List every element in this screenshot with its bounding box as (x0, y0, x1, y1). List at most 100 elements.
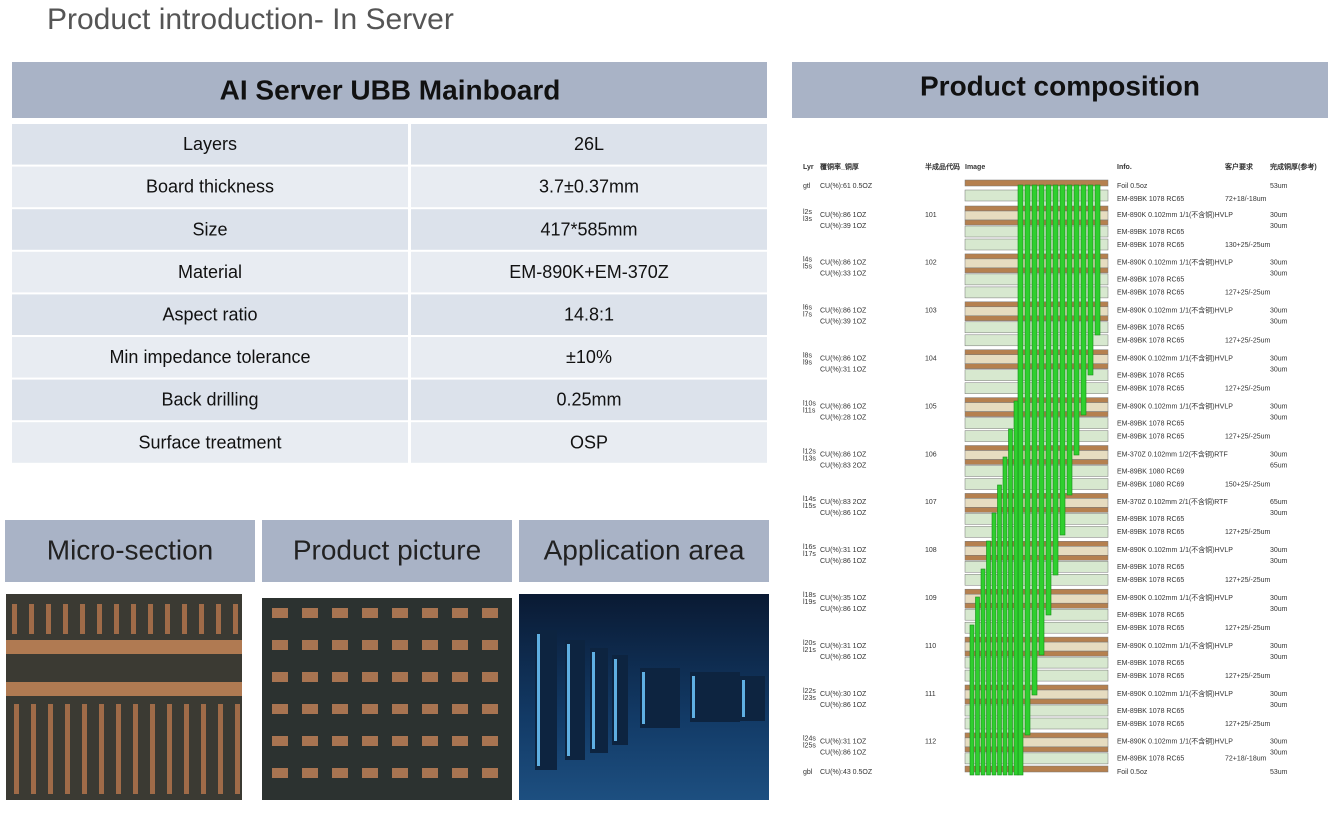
layer-name: gbl (803, 769, 813, 776)
thickness: 30um (1270, 271, 1288, 278)
layer-name: l3s (803, 216, 812, 223)
via (986, 540, 991, 776)
spec-name: Layers (183, 134, 237, 154)
material: EM-89BK 1078 RC65 (1117, 373, 1184, 380)
via (1031, 184, 1038, 696)
layer-name: l11s (803, 407, 816, 414)
panel-label: Micro-section (47, 534, 213, 565)
spec-name: Material (178, 262, 242, 282)
material: EM-890K 0.102mm 1/1(不含铜)HVLP (1117, 593, 1233, 602)
table-cell (411, 294, 767, 335)
pcb-pad (332, 704, 348, 714)
stack-layer (964, 752, 1109, 765)
thickness: 30um (1270, 558, 1288, 565)
copper: CU(%):31 1OZ (820, 739, 867, 746)
via (975, 596, 980, 776)
layer-name: l24s (803, 736, 816, 743)
core-code: 101 (925, 212, 937, 219)
thickness: 30um (1270, 223, 1288, 230)
material: EM-890K 0.102mm 1/1(不含铜)HVLP (1117, 641, 1233, 650)
pcb-pad (302, 608, 318, 618)
table-cell (411, 337, 767, 378)
layer-name: l18s (803, 592, 816, 599)
pcb-pad (302, 672, 318, 682)
table-cell (12, 124, 408, 165)
pcb-pad (272, 704, 288, 714)
thickness: 30um (1270, 260, 1288, 267)
via (1052, 184, 1059, 576)
thickness: 30um (1270, 212, 1288, 219)
spec-value: EM-890K+EM-370Z (509, 262, 669, 282)
pcb-pad (482, 704, 498, 714)
material: EM-89BK 1078 RC65 (1117, 277, 1184, 284)
via (991, 512, 997, 776)
thickness: 30um (1270, 606, 1288, 613)
copper: CU(%):86 1OZ (820, 212, 867, 219)
composition-title: Product composition (920, 70, 1200, 101)
thickness: 30um (1270, 654, 1288, 661)
copper-trace (167, 704, 172, 794)
layer-name: l19s (803, 599, 816, 606)
requirement: 72+18/-18um (1225, 196, 1267, 203)
requirement: 127+25/-25um (1225, 721, 1271, 728)
table-cell (411, 209, 767, 250)
column-header: 覆铜率_铜厚 (820, 162, 859, 171)
pcb-pad (332, 768, 348, 778)
copper: CU(%):86 1OZ (820, 403, 867, 410)
material: EM-890K 0.102mm 1/1(不含铜)HVLP (1117, 401, 1233, 410)
pcb-pad (272, 672, 288, 682)
material: EM-89BK 1078 RC65 (1117, 338, 1184, 345)
pcb-pad (362, 736, 378, 746)
pcb-pad (392, 704, 408, 714)
pcb-pad (332, 640, 348, 650)
pcb-pad (332, 736, 348, 746)
layer-name: l25s (803, 743, 816, 750)
pcb-pad (482, 672, 498, 682)
thickness: 65um (1270, 499, 1288, 506)
thickness: 30um (1270, 319, 1288, 326)
core-code: 102 (925, 260, 937, 267)
pcb-pad (452, 640, 468, 650)
copper: CU(%):39 1OZ (820, 223, 867, 230)
via (1017, 184, 1024, 776)
copper: CU(%):61 0.5OZ (820, 183, 873, 190)
rack-light (537, 634, 540, 766)
pcb-pad (362, 768, 378, 778)
pcb-pad (482, 736, 498, 746)
table-cell (12, 337, 408, 378)
copper-trace (218, 704, 223, 794)
copper-trace (29, 604, 34, 634)
core-code: 105 (925, 403, 937, 410)
thickness: 30um (1270, 595, 1288, 602)
server-rack (535, 630, 557, 770)
copper: CU(%):30 1OZ (820, 691, 867, 698)
copper: CU(%):83 2OZ (820, 499, 867, 506)
table-cell (12, 251, 408, 293)
material: EM-89BK 1078 RC65 (1117, 290, 1184, 297)
pcb-pad (482, 608, 498, 618)
copper: CU(%):86 1OZ (820, 451, 867, 458)
requirement: 127+25/-25um (1225, 577, 1271, 584)
material: EM-89BK 1078 RC65 (1117, 673, 1184, 680)
material: EM-89BK 1078 RC65 (1117, 420, 1184, 427)
copper: CU(%):83 2OZ (820, 462, 867, 469)
copper-trace (65, 704, 70, 794)
copper-trace (165, 604, 170, 634)
composition-header-bg (792, 62, 1328, 118)
copper: CU(%):28 1OZ (820, 414, 867, 421)
copper-trace (131, 604, 136, 634)
thickness: 30um (1270, 510, 1288, 517)
column-header: 客户要求 (1224, 162, 1254, 171)
micro-section-photo (6, 594, 242, 800)
material: EM-89BK 1078 RC65 (1117, 325, 1184, 332)
core-code: 106 (925, 451, 937, 458)
thickness: 30um (1270, 414, 1288, 421)
table-cell (411, 251, 767, 293)
pcb-pad (392, 768, 408, 778)
material: EM-890K 0.102mm 1/1(不含铜)HVLP (1117, 737, 1233, 746)
copper: CU(%):35 1OZ (820, 595, 867, 602)
spec-name: Board thickness (146, 177, 274, 197)
pcb-pad (302, 704, 318, 714)
via (1008, 428, 1013, 776)
spec-value: 14.8:1 (564, 304, 614, 324)
